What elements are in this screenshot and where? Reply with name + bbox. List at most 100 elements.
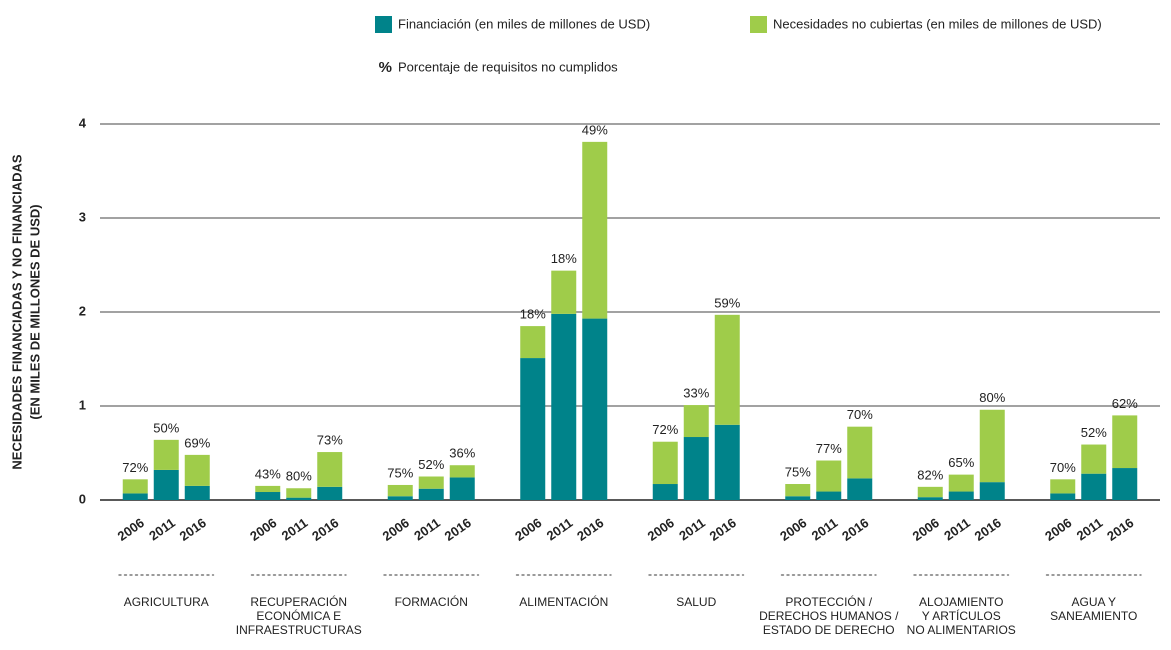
bar-unmet — [582, 141, 608, 319]
year-label: 2016 — [177, 515, 209, 544]
percent-label: 18% — [520, 307, 546, 322]
bar-unmet — [418, 476, 444, 489]
percent-label: 80% — [286, 469, 312, 484]
bar-unmet — [286, 488, 312, 498]
year-label: 2006 — [645, 515, 677, 544]
y-tick-label: 2 — [79, 303, 86, 318]
percent-label: 69% — [184, 435, 210, 450]
bar-funded — [652, 484, 678, 500]
bar-funded — [683, 437, 709, 500]
year-label: 2011 — [544, 515, 576, 543]
bar-unmet — [551, 270, 577, 314]
bar-funded — [317, 486, 343, 500]
category-label: AGUA Y — [1072, 595, 1116, 609]
category-label: AGRICULTURA — [124, 595, 209, 609]
legend-swatch-unmet — [750, 16, 767, 33]
category-label: INFRAESTRUCTURAS — [236, 623, 362, 637]
category-label: ALIMENTACIÓN — [519, 594, 608, 609]
category-label: PROTECCIÓN / — [785, 594, 872, 609]
percent-label: 49% — [582, 122, 608, 137]
category-label: SANEAMIENTO — [1050, 609, 1137, 623]
bar-funded — [948, 491, 974, 500]
y-tick-label: 4 — [79, 115, 87, 130]
percent-label: 65% — [948, 455, 974, 470]
year-label: 2011 — [146, 515, 178, 543]
bar-funded — [785, 496, 811, 500]
percent-label: 80% — [979, 390, 1005, 405]
percent-label: 36% — [449, 446, 475, 461]
category-label: Y ARTÍCULOS — [922, 608, 1001, 623]
category-label: FORMACIÓN — [395, 594, 468, 609]
legend-label: Necesidades no cubiertas (en miles de mi… — [773, 16, 1102, 31]
bar-unmet — [1112, 415, 1138, 469]
percent-label: 73% — [317, 432, 343, 447]
percent-label: 33% — [683, 385, 709, 400]
bar-unmet — [1050, 479, 1076, 494]
year-label: 2006 — [1042, 515, 1074, 544]
y-axis-label-line: NECESIDADES FINANCIADAS Y NO FINANCIADAS — [9, 154, 24, 469]
y-axis-label: NECESIDADES FINANCIADAS Y NO FINANCIADAS… — [9, 154, 42, 469]
year-label: 2016 — [442, 515, 474, 544]
bar-funded — [122, 493, 148, 500]
percent-label: 82% — [917, 467, 943, 482]
percent-label: 72% — [122, 460, 148, 475]
bar-funded — [1081, 473, 1107, 500]
year-label: 2016 — [574, 515, 606, 544]
year-label: 2016 — [309, 515, 341, 544]
year-label: 2011 — [279, 515, 311, 543]
bar-unmet — [317, 452, 343, 487]
year-label: 2006 — [247, 515, 279, 544]
bar-funded — [286, 497, 312, 500]
legend-label: Porcentaje de requisitos no cumplidos — [398, 59, 618, 74]
bar-funded — [1050, 493, 1076, 500]
category-label: ALOJAMIENTO — [919, 595, 1003, 609]
percent-label: 75% — [785, 464, 811, 479]
category-label: SALUD — [676, 595, 716, 609]
bar-funded — [449, 477, 475, 500]
bar-funded — [816, 491, 842, 500]
percent-label: 59% — [714, 295, 740, 310]
percent-label: 52% — [418, 457, 444, 472]
bar-funded — [255, 492, 281, 500]
bar-funded — [917, 497, 943, 500]
category-label: DERECHOS HUMANOS / — [759, 609, 899, 623]
year-label: 2011 — [809, 515, 841, 543]
bar-unmet — [387, 484, 413, 497]
percent-label: 43% — [255, 466, 281, 481]
percent-label: 50% — [153, 420, 179, 435]
percent-label: 72% — [652, 422, 678, 437]
year-label: 2006 — [115, 515, 147, 544]
year-label: 2006 — [512, 515, 544, 544]
category-label: RECUPERACIÓN — [250, 594, 347, 609]
bar-unmet — [1081, 444, 1107, 474]
year-label: 2006 — [910, 515, 942, 544]
bar-funded — [847, 478, 873, 500]
bar-unmet — [917, 486, 943, 498]
bar-unmet — [683, 405, 709, 438]
category-label: NO ALIMENTARIOS — [907, 623, 1016, 637]
bar-unmet — [714, 314, 740, 425]
y-tick-label: 1 — [79, 397, 86, 412]
bar-unmet — [847, 426, 873, 479]
bar-unmet — [122, 479, 148, 494]
percent-label: 77% — [816, 441, 842, 456]
year-label: 2011 — [1074, 515, 1106, 543]
category-label: ESTADO DE DERECHO — [763, 623, 895, 637]
legend-label: Financiación (en miles de millones de US… — [398, 16, 650, 31]
bar-unmet — [520, 326, 546, 359]
bar-unmet — [816, 460, 842, 492]
bar-unmet — [449, 465, 475, 478]
category-label: ECONÓMICA E — [256, 608, 341, 623]
bar-unmet — [948, 474, 974, 492]
year-label: 2011 — [676, 515, 708, 543]
year-label: 2011 — [411, 515, 443, 543]
bar-unmet — [255, 485, 281, 493]
year-label: 2016 — [972, 515, 1004, 544]
percent-label: 18% — [551, 251, 577, 266]
year-label: 2006 — [380, 515, 412, 544]
year-label: 2016 — [707, 515, 739, 544]
bar-funded — [979, 482, 1005, 500]
percent-label: 62% — [1112, 396, 1138, 411]
legend-symbol: % — [379, 59, 392, 76]
